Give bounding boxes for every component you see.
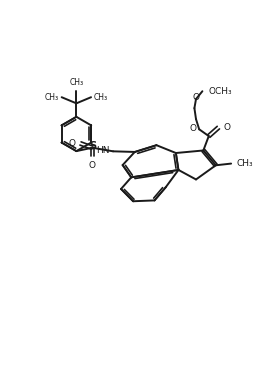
Text: O: O bbox=[190, 124, 197, 132]
Text: O: O bbox=[193, 93, 199, 102]
Text: O: O bbox=[223, 123, 230, 132]
Text: O: O bbox=[69, 139, 76, 148]
Text: O: O bbox=[89, 161, 96, 170]
Text: OCH₃: OCH₃ bbox=[209, 87, 232, 96]
Text: CH₃: CH₃ bbox=[236, 159, 253, 168]
Text: CH₃: CH₃ bbox=[93, 93, 108, 102]
Text: CH₃: CH₃ bbox=[69, 78, 83, 87]
Text: HN: HN bbox=[96, 146, 109, 154]
Text: CH₃: CH₃ bbox=[45, 93, 59, 102]
Text: S: S bbox=[89, 142, 96, 151]
